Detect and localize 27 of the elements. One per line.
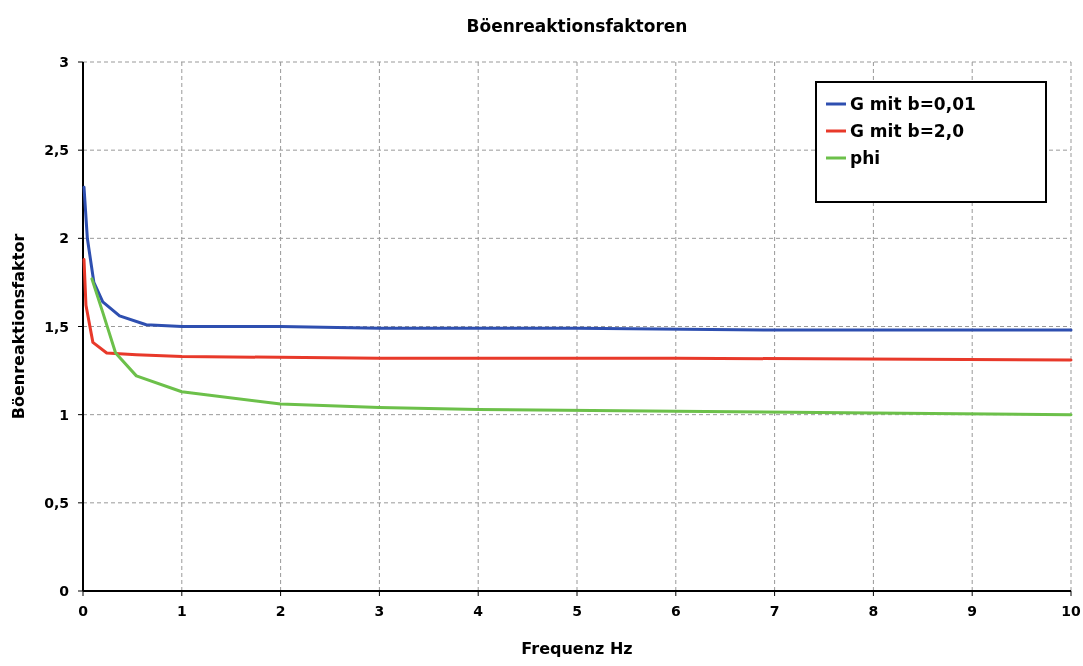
y-tick-label: 2,5 — [44, 142, 69, 159]
x-axis-title: Frequenz Hz — [521, 639, 633, 658]
chart-title: Böenreaktionsfaktoren — [466, 16, 688, 36]
x-tick-label: 5 — [572, 603, 582, 619]
x-tick-label: 8 — [868, 603, 879, 619]
x-tick-label: 4 — [473, 603, 484, 619]
y-tick-label: 3 — [59, 54, 69, 70]
x-tick-label: 6 — [670, 603, 681, 619]
x-tick-label: 0 — [78, 603, 89, 619]
line-series — [90, 277, 1073, 417]
y-tick-label: 0 — [59, 583, 70, 599]
x-tick-label: 2 — [275, 603, 286, 619]
x-tick-label: 9 — [967, 603, 978, 619]
x-tick-label: 7 — [769, 603, 780, 619]
y-tick-label: 2 — [59, 230, 69, 247]
line-series — [82, 257, 1073, 362]
legend-label: phi — [850, 148, 881, 168]
x-tick-label: 10 — [1061, 603, 1081, 619]
y-tick-label: 1,5 — [44, 318, 69, 335]
x-tick-label: 3 — [374, 603, 385, 619]
legend-label: G mit b=0,01 — [850, 94, 976, 114]
legend-label: G mit b=2,0 — [850, 121, 965, 141]
y-axis-title: Böenreaktionsfaktor — [9, 233, 28, 420]
line-series — [82, 185, 1073, 332]
y-tick-label: 0,5 — [44, 494, 69, 511]
y-tick-label: 1 — [59, 406, 69, 423]
x-tick-label: 1 — [176, 603, 187, 619]
